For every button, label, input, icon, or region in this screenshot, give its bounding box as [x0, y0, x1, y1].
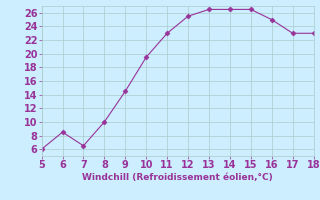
X-axis label: Windchill (Refroidissement éolien,°C): Windchill (Refroidissement éolien,°C) — [82, 173, 273, 182]
